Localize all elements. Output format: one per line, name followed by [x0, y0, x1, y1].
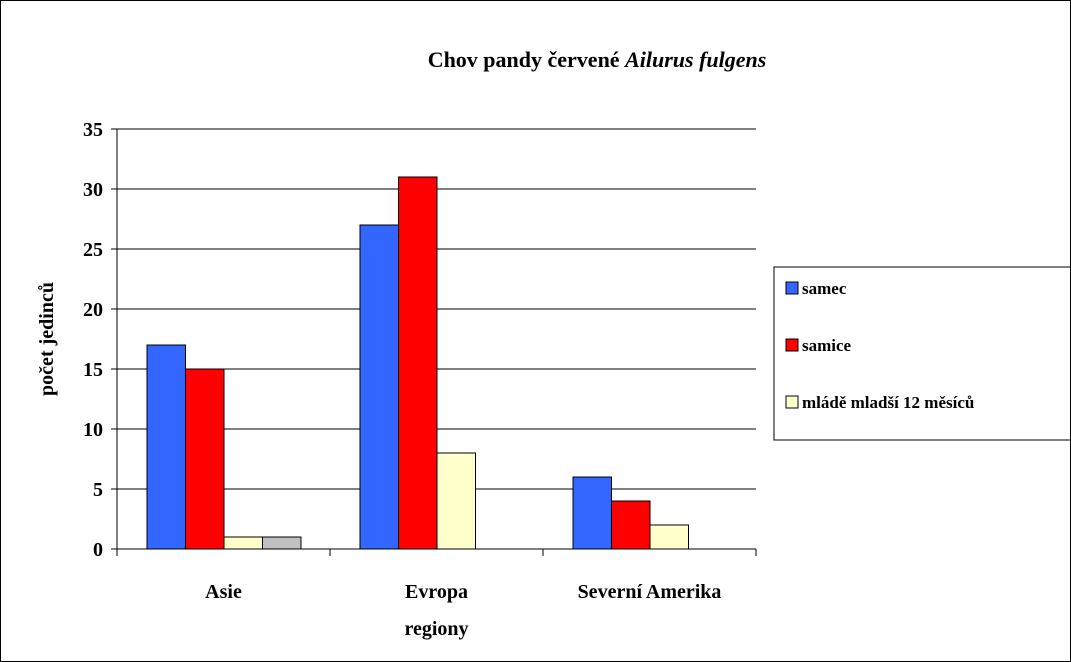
bar [223, 536, 263, 550]
y-tick-label: 15 [83, 359, 103, 381]
x-category-label: Evropa [405, 581, 468, 603]
y-tick-label: 25 [83, 239, 103, 261]
legend-box [773, 266, 1070, 441]
y-axis-title: počet jedinců [36, 282, 58, 396]
y-tick-label: 35 [83, 119, 103, 141]
y-tick-label: 5 [93, 479, 103, 501]
legend-swatch [785, 395, 799, 409]
bar [262, 536, 302, 550]
y-tick-label: 0 [93, 539, 103, 561]
legend-label: samec [802, 279, 847, 298]
bar [146, 344, 186, 550]
bar [649, 524, 689, 550]
x-axis-title: regiony [404, 618, 468, 640]
bar [436, 452, 476, 550]
y-tick-label: 20 [83, 299, 103, 321]
x-category-label: Asie [205, 581, 242, 603]
y-tick-label: 10 [83, 419, 103, 441]
chart-title: Chov pandy červené Ailurus fulgens [428, 47, 767, 72]
bar [185, 368, 225, 550]
legend-swatch [785, 338, 799, 352]
y-tick-label: 30 [83, 179, 103, 201]
legend-swatch [785, 281, 799, 295]
bar [359, 224, 399, 550]
bar [572, 476, 612, 550]
x-category-label: Severní Amerika [578, 581, 722, 603]
legend-label: mládě mladší 12 měsíců [802, 393, 974, 412]
bar [611, 500, 651, 550]
bar [398, 176, 438, 550]
legend-label: samice [802, 336, 852, 355]
